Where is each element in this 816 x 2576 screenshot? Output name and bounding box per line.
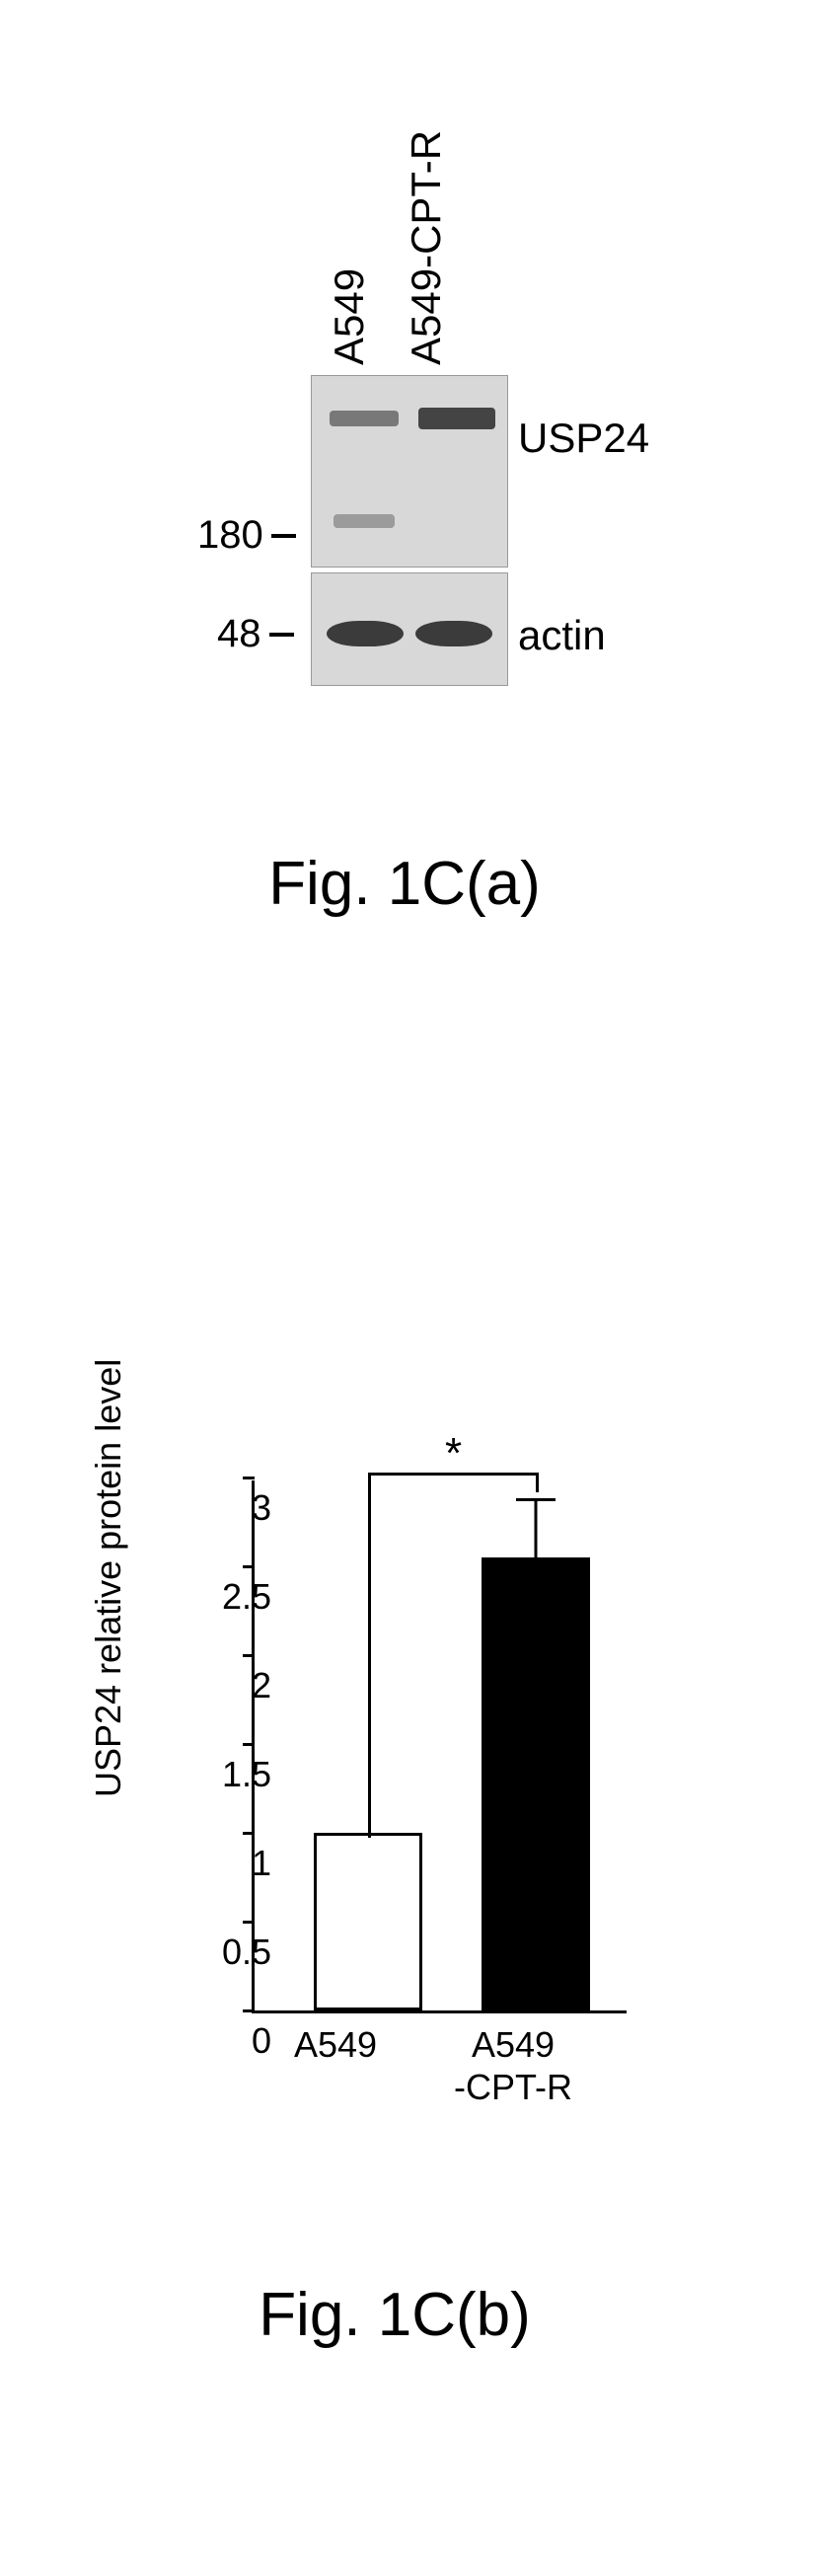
x-tick-label-a549-cpt-r: A549-CPT-R [434, 2023, 592, 2108]
band-actin-lane2 [415, 621, 492, 646]
caption-fig-1c-b: Fig. 1C(b) [259, 2280, 531, 2350]
figure-1c-a: A549 A549-CPT-R 180 48 USP24 actin Fig. … [158, 79, 651, 919]
band-actin-lane1 [327, 621, 404, 646]
error-cap [516, 1498, 556, 1501]
y-tick-1 [243, 1832, 255, 1835]
mw-tick-180 [271, 534, 296, 538]
plot-area: * [252, 1480, 627, 2013]
mw-value-180: 180 [197, 513, 263, 558]
caption-fig-1c-a: Fig. 1C(a) [268, 849, 541, 919]
y-tick-0.5 [243, 1921, 255, 1924]
error-bar [535, 1498, 538, 1560]
bar-a549 [314, 1833, 422, 2010]
blot-actin [311, 572, 508, 686]
y-tick-label-1: 1 [252, 1843, 271, 1884]
y-tick-label-3: 3 [252, 1487, 271, 1529]
mw-tick-48 [269, 633, 294, 637]
y-tick-label-2: 2 [252, 1665, 271, 1706]
band-usp24-lower [334, 514, 395, 528]
y-tick-label-1.5: 1.5 [222, 1754, 271, 1795]
figure-1c-b: USP24 relative protein level * 0 0.5 1 1… [99, 1431, 691, 2350]
y-tick-1.5 [243, 1743, 255, 1746]
protein-label-actin: actin [518, 612, 606, 659]
y-tick-0 [243, 2009, 255, 2012]
western-blot-panel: A549 A549-CPT-R 180 48 USP24 actin [197, 79, 612, 790]
significance-bracket-left [368, 1473, 371, 1838]
lane-labels-row: A549 A549-CPT-R [326, 79, 450, 365]
mw-marker-48: 48 [217, 612, 294, 656]
mw-value-48: 48 [217, 612, 261, 656]
lane-label-a549-cpt-r: A549-CPT-R [403, 79, 450, 365]
lane-label-a549: A549 [326, 79, 373, 365]
bar-a549-cpt-r [482, 1557, 590, 2010]
x-tick-label-a549: A549 [276, 2023, 395, 2066]
mw-marker-180: 180 [197, 513, 296, 558]
blot-usp24 [311, 375, 508, 568]
y-tick-2.5 [243, 1565, 255, 1568]
y-tick-label-0.5: 0.5 [222, 1932, 271, 1973]
y-tick-label-0: 0 [252, 2020, 271, 2062]
y-tick-2 [243, 1654, 255, 1657]
significance-bracket-right [536, 1473, 539, 1492]
bar-chart: USP24 relative protein level * 0 0.5 1 1… [128, 1431, 661, 2122]
band-usp24-lane1 [330, 411, 399, 426]
y-tick-3 [243, 1477, 255, 1479]
y-tick-label-2.5: 2.5 [222, 1576, 271, 1618]
significance-star: * [445, 1429, 462, 1478]
band-usp24-lane2 [418, 408, 495, 429]
y-axis-label: USP24 relative protein level [88, 1359, 129, 1797]
protein-label-usp24: USP24 [518, 415, 649, 462]
